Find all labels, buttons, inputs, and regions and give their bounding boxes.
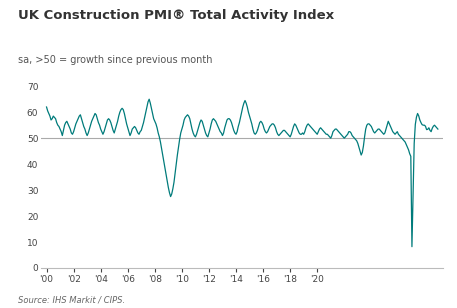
Text: UK Construction PMI® Total Activity Index: UK Construction PMI® Total Activity Inde… <box>18 9 335 22</box>
Text: Source: IHS Markit / CIPS.: Source: IHS Markit / CIPS. <box>18 296 125 305</box>
Text: sa, >50 = growth since previous month: sa, >50 = growth since previous month <box>18 55 213 65</box>
